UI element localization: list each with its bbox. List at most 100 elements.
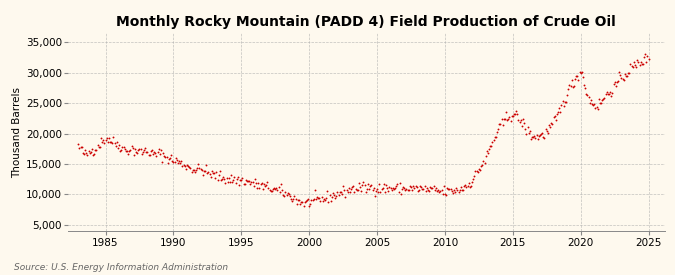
- Point: [473, 167, 484, 172]
- Point: [623, 71, 634, 75]
- Point: [150, 151, 161, 156]
- Point: [302, 197, 313, 202]
- Point: [327, 191, 338, 195]
- Point: [142, 150, 153, 154]
- Point: [418, 186, 429, 191]
- Point: [244, 179, 254, 183]
- Point: [211, 170, 222, 174]
- Point: [603, 92, 614, 97]
- Point: [84, 151, 95, 155]
- Point: [183, 163, 194, 168]
- Point: [346, 187, 356, 192]
- Point: [78, 152, 89, 156]
- Point: [185, 166, 196, 170]
- Point: [427, 185, 438, 190]
- Point: [171, 158, 182, 163]
- Point: [518, 121, 529, 125]
- Point: [92, 143, 103, 147]
- Point: [245, 182, 256, 187]
- Point: [369, 185, 379, 190]
- Point: [412, 188, 423, 193]
- Point: [469, 174, 480, 178]
- Point: [163, 161, 173, 166]
- Point: [120, 149, 131, 153]
- Point: [409, 185, 420, 190]
- Point: [438, 183, 449, 188]
- Point: [195, 166, 206, 171]
- Point: [392, 182, 403, 186]
- Point: [487, 140, 498, 144]
- Point: [287, 199, 298, 204]
- Point: [354, 185, 365, 189]
- Point: [362, 187, 373, 191]
- Point: [630, 65, 641, 69]
- Point: [215, 169, 225, 173]
- Point: [618, 78, 629, 82]
- Point: [401, 187, 412, 191]
- Point: [446, 189, 457, 193]
- Point: [213, 173, 224, 177]
- Point: [126, 144, 137, 148]
- Point: [374, 182, 385, 186]
- Point: [450, 190, 460, 194]
- Point: [140, 146, 151, 150]
- Point: [220, 180, 231, 185]
- Point: [590, 106, 601, 110]
- Point: [386, 188, 397, 192]
- Point: [225, 173, 236, 177]
- Point: [421, 189, 431, 193]
- Point: [551, 112, 562, 116]
- Point: [496, 117, 507, 121]
- Point: [288, 197, 299, 201]
- Point: [601, 89, 612, 94]
- Point: [138, 150, 148, 154]
- Point: [493, 126, 504, 131]
- Point: [508, 114, 518, 118]
- Point: [330, 196, 341, 200]
- Point: [497, 123, 508, 128]
- Point: [398, 185, 408, 189]
- Point: [358, 180, 369, 184]
- Point: [78, 151, 88, 155]
- Text: Source: U.S. Energy Information Administration: Source: U.S. Energy Information Administ…: [14, 263, 227, 272]
- Point: [83, 149, 94, 153]
- Point: [425, 185, 435, 189]
- Point: [381, 183, 392, 187]
- Point: [73, 142, 84, 147]
- Point: [533, 137, 543, 142]
- Point: [86, 147, 97, 152]
- Point: [547, 122, 558, 126]
- Point: [600, 91, 611, 96]
- Point: [152, 150, 163, 155]
- Point: [407, 188, 418, 192]
- Point: [329, 193, 340, 197]
- Point: [582, 93, 593, 97]
- Point: [595, 100, 605, 105]
- Point: [307, 197, 318, 202]
- Point: [537, 131, 547, 135]
- Point: [501, 110, 512, 114]
- Point: [309, 188, 320, 192]
- Point: [364, 187, 375, 192]
- Point: [419, 184, 430, 188]
- Point: [219, 177, 230, 182]
- Point: [180, 164, 190, 168]
- Point: [421, 186, 432, 190]
- Point: [337, 192, 348, 196]
- Point: [275, 182, 286, 186]
- Point: [539, 135, 550, 140]
- Point: [435, 189, 446, 193]
- Point: [572, 73, 583, 78]
- Point: [100, 138, 111, 142]
- Point: [404, 188, 414, 192]
- Point: [202, 171, 213, 175]
- Point: [371, 188, 381, 193]
- Point: [459, 184, 470, 188]
- Point: [187, 168, 198, 172]
- Point: [444, 187, 455, 192]
- Point: [229, 175, 240, 180]
- Point: [239, 182, 250, 186]
- Point: [595, 101, 606, 106]
- Point: [564, 82, 575, 87]
- Point: [95, 145, 105, 150]
